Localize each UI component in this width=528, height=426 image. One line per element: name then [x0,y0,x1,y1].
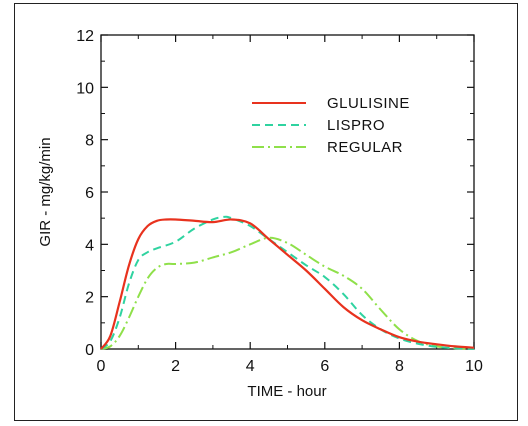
x-tick-label: 2 [171,358,180,375]
x-tick-label: 0 [97,358,106,375]
x-tick-label: 4 [246,358,255,375]
axis-ticks [100,34,475,350]
chart-frame [14,3,518,421]
series-layer [100,215,475,350]
x-axis-label: TIME - hour [247,383,326,400]
legend-label-regular: REGULAR [327,139,403,156]
series-line-lispro [100,215,475,350]
x-tick-label: 10 [465,358,483,375]
series-line-glulisine [100,218,475,350]
legend-label-lispro: LISPRO [327,117,385,134]
legend-label-glulisine: GLULISINE [327,95,410,112]
plot-area [100,34,475,350]
x-tick-label: 6 [320,358,329,375]
series-line-regular [100,236,475,350]
y-tick-label: 0 [85,342,94,359]
y-tick-label: 4 [85,237,94,254]
legend: GLULISINE LISPRO REGULAR [252,95,410,156]
y-tick-label: 6 [85,185,94,202]
x-tick-label: 8 [395,358,404,375]
tick-labels: 0 2 4 6 8 10 0 2 4 6 8 10 12 [76,28,483,375]
y-tick-label: 2 [85,290,94,307]
y-tick-label: 10 [76,80,94,97]
y-axis-label: GIR - mg/kg/min [37,137,54,246]
y-tick-label: 8 [85,133,94,150]
y-tick-label: 12 [76,28,94,45]
